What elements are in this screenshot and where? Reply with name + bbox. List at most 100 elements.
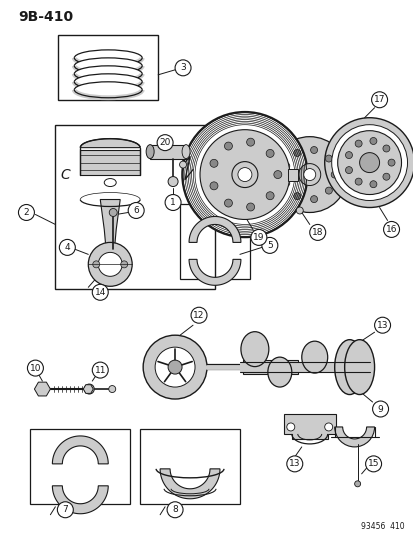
Circle shape <box>331 125 406 200</box>
Circle shape <box>19 205 34 221</box>
Circle shape <box>325 155 332 162</box>
Circle shape <box>190 307 206 323</box>
Circle shape <box>98 253 122 276</box>
Circle shape <box>143 335 206 399</box>
Circle shape <box>369 138 376 144</box>
Circle shape <box>182 112 307 237</box>
Circle shape <box>382 145 389 152</box>
Circle shape <box>345 167 351 174</box>
Circle shape <box>121 261 127 268</box>
Text: 93456  410: 93456 410 <box>360 522 404 531</box>
Circle shape <box>371 92 387 108</box>
Text: 6: 6 <box>133 206 139 215</box>
Bar <box>287 168 297 181</box>
Polygon shape <box>189 260 240 285</box>
Ellipse shape <box>182 144 190 159</box>
Polygon shape <box>52 486 108 514</box>
Circle shape <box>224 199 232 207</box>
Text: 9B-410: 9B-410 <box>19 10 74 24</box>
Circle shape <box>273 171 281 179</box>
Circle shape <box>303 168 315 181</box>
Polygon shape <box>34 382 50 396</box>
Circle shape <box>109 385 116 392</box>
Ellipse shape <box>74 66 142 82</box>
Text: 18: 18 <box>311 228 323 237</box>
Bar <box>55 125 214 289</box>
Circle shape <box>155 347 195 387</box>
Circle shape <box>293 193 300 200</box>
Circle shape <box>199 130 289 220</box>
Circle shape <box>165 195 180 211</box>
Polygon shape <box>52 436 108 464</box>
Text: 9: 9 <box>377 405 382 414</box>
Ellipse shape <box>74 74 142 90</box>
Text: 15: 15 <box>367 459 378 469</box>
Circle shape <box>359 152 379 173</box>
Circle shape <box>128 203 144 219</box>
Bar <box>240 362 369 372</box>
Circle shape <box>168 360 182 374</box>
Circle shape <box>209 182 217 190</box>
Text: 17: 17 <box>373 95 385 104</box>
Circle shape <box>337 131 401 195</box>
Wedge shape <box>334 427 374 447</box>
Circle shape <box>365 456 381 472</box>
Text: 2: 2 <box>24 208 29 217</box>
Circle shape <box>209 159 217 167</box>
Circle shape <box>354 481 360 487</box>
Circle shape <box>175 60 190 76</box>
Circle shape <box>324 423 332 431</box>
Circle shape <box>282 163 289 169</box>
Text: 19: 19 <box>252 233 264 242</box>
Text: 8: 8 <box>172 505 178 514</box>
Ellipse shape <box>74 82 142 98</box>
Circle shape <box>298 164 320 185</box>
Polygon shape <box>83 385 93 393</box>
Circle shape <box>382 173 389 180</box>
Circle shape <box>157 135 173 151</box>
Ellipse shape <box>104 179 116 187</box>
Polygon shape <box>189 216 240 243</box>
Polygon shape <box>283 414 335 439</box>
Circle shape <box>246 203 254 211</box>
Circle shape <box>109 208 117 216</box>
Circle shape <box>374 317 389 333</box>
Ellipse shape <box>74 50 142 66</box>
Circle shape <box>88 243 132 286</box>
Circle shape <box>168 176 178 187</box>
Circle shape <box>387 159 394 166</box>
Circle shape <box>27 360 43 376</box>
Ellipse shape <box>344 340 374 394</box>
Circle shape <box>296 207 303 214</box>
Text: 11: 11 <box>94 366 106 375</box>
Circle shape <box>309 224 325 240</box>
Circle shape <box>250 229 266 245</box>
Circle shape <box>93 261 100 268</box>
Ellipse shape <box>240 332 268 367</box>
Text: 16: 16 <box>385 225 396 234</box>
Ellipse shape <box>334 340 364 394</box>
Bar <box>31 429 130 504</box>
Circle shape <box>92 284 108 300</box>
Bar <box>150 144 185 159</box>
Circle shape <box>286 456 302 472</box>
Text: 13: 13 <box>376 321 387 330</box>
Text: 5: 5 <box>266 241 272 250</box>
Polygon shape <box>80 139 140 148</box>
Text: 4: 4 <box>64 243 70 252</box>
Ellipse shape <box>301 341 327 373</box>
Circle shape <box>84 384 94 394</box>
Text: 7: 7 <box>62 505 68 514</box>
Circle shape <box>382 221 399 237</box>
Circle shape <box>261 237 277 253</box>
Text: 13: 13 <box>288 459 300 469</box>
Circle shape <box>271 136 347 213</box>
Circle shape <box>354 140 361 147</box>
Bar <box>242 360 297 374</box>
Polygon shape <box>100 199 120 252</box>
Circle shape <box>167 502 183 518</box>
Bar <box>140 429 240 504</box>
Bar <box>58 35 158 100</box>
Circle shape <box>237 167 251 182</box>
Circle shape <box>231 161 257 188</box>
